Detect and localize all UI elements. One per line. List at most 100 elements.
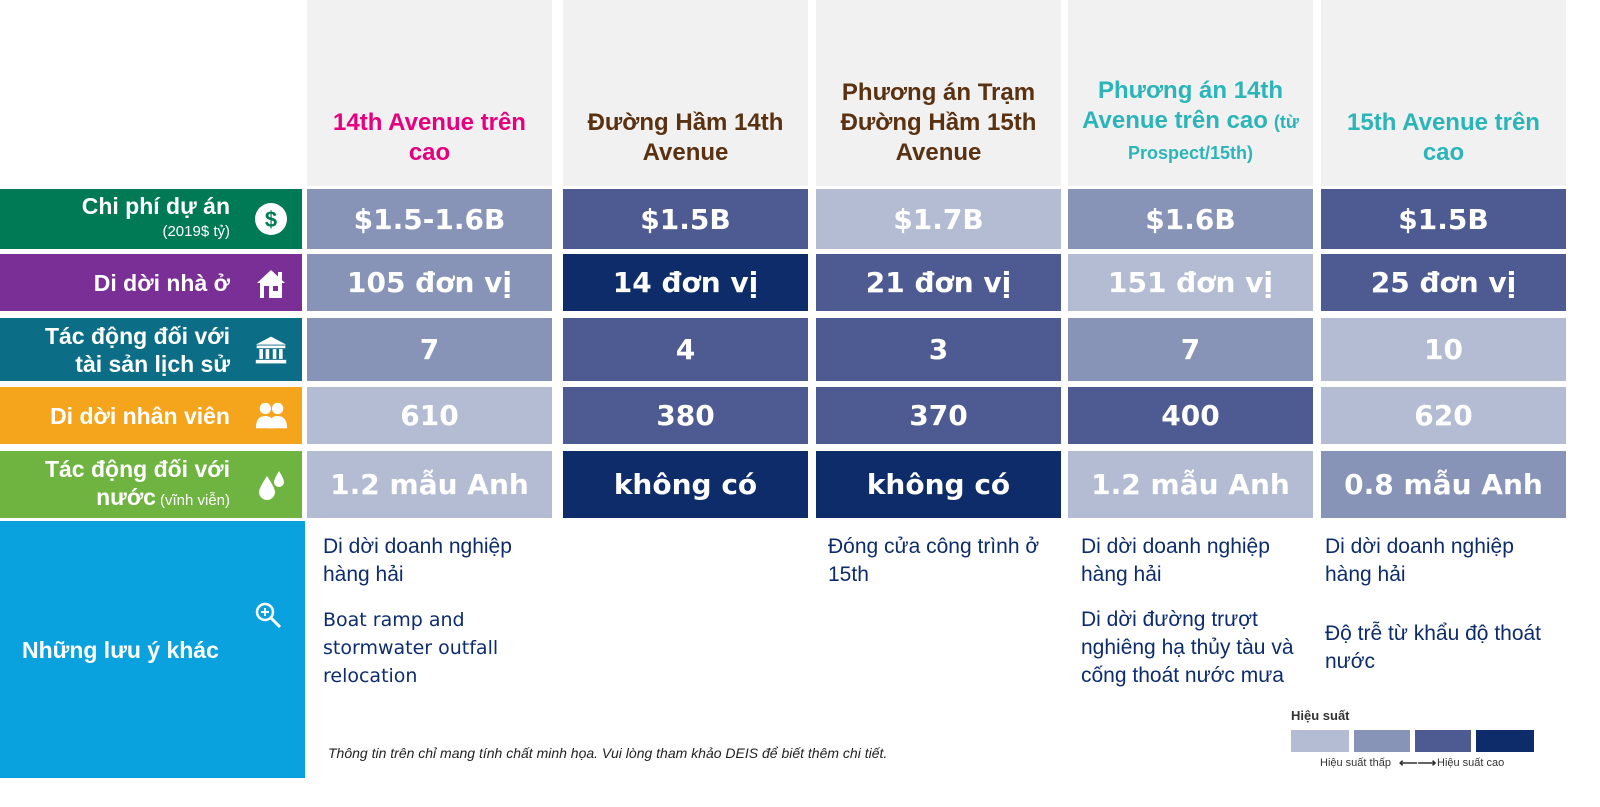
value-text: 7 xyxy=(419,333,440,366)
value-text: 105 đơn vị xyxy=(346,266,512,299)
row-label: Di dời nhà ở xyxy=(0,254,302,311)
column-title: 14th Avenue trên cao xyxy=(307,108,552,168)
row-label: Tác động đối với tài sản lịch sử xyxy=(0,318,302,381)
row-label: Tác động đối với nước (vĩnh viễn) xyxy=(0,451,302,518)
column-title: Đường Hầm 14th Avenue xyxy=(563,108,808,168)
legend-arrow: ⟵⟶ xyxy=(1399,755,1437,770)
value-text: 1.2 mẫu Anh xyxy=(330,468,529,501)
value-text: 4 xyxy=(675,333,696,366)
column-title: 15th Avenue trên cao xyxy=(1321,108,1566,168)
value-text: 21 đơn vị xyxy=(865,266,1012,299)
row-label: Di dời nhân viên xyxy=(0,387,302,444)
row-label-main: Di dời nhân viên xyxy=(50,402,230,429)
row-label-other: Những lưu ý khác xyxy=(0,521,305,778)
value-text: 370 xyxy=(909,399,968,432)
column-title-sub-inline: (từ xyxy=(1273,112,1299,132)
value-text: $1.5B xyxy=(1398,202,1489,236)
value-text: 14 đơn vị xyxy=(612,266,759,299)
value-text: $1.7B xyxy=(893,202,984,236)
value-text: $1.5-1.6B xyxy=(353,202,506,236)
row-label-text: Di dời nhân viên xyxy=(50,402,230,430)
row-label: Chi phí dự án (2019$ tỷ) $ xyxy=(0,189,302,249)
row-label-text: Tác động đối với tài sản lịch sử xyxy=(20,322,230,378)
value-cell: 400 xyxy=(1068,387,1313,444)
column-title-text: Phương án Trạm Đường Hầm 15th Avenue xyxy=(840,79,1037,166)
value-cell: 10 xyxy=(1321,318,1566,381)
column-title-sub: Prospect/15th) xyxy=(1127,143,1254,163)
legend-title: Hiệu suất xyxy=(1291,708,1350,723)
disclaimer-text: Thông tin trên chỉ mang tính chất minh h… xyxy=(328,745,888,761)
column-header: Phương án 14th Avenue trên cao (từ Prospec… xyxy=(1068,0,1313,186)
value-cell: 3 xyxy=(816,318,1061,381)
value-cell: $1.6B xyxy=(1068,189,1313,249)
value-text: không có xyxy=(613,468,758,501)
svg-text:$: $ xyxy=(265,207,277,232)
column-header: 15th Avenue trên cao xyxy=(1321,0,1566,186)
dollar-icon: $ xyxy=(254,202,288,236)
value-cell: 4 xyxy=(563,318,808,381)
value-cell: $1.5B xyxy=(563,189,808,249)
value-text: 25 đơn vị xyxy=(1370,266,1517,299)
value-cell: 380 xyxy=(563,387,808,444)
legend-swatch xyxy=(1354,730,1410,752)
row-label-main: Tác động đối với tài sản lịch sử xyxy=(44,322,230,377)
value-cell: không có xyxy=(816,451,1061,518)
value-text: 151 đơn vị xyxy=(1107,266,1273,299)
value-cell: $1.5-1.6B xyxy=(307,189,552,249)
note-text: Di dời doanh nghiệp hàng hải xyxy=(323,535,512,586)
value-text: 620 xyxy=(1414,399,1473,432)
legend-swatch xyxy=(1291,730,1349,752)
house-icon xyxy=(254,266,288,300)
column-title-text: 15th Avenue trên cao xyxy=(1347,109,1540,166)
row-label-text: Những lưu ý khác xyxy=(22,636,219,663)
column-title-text: Đường Hầm 14th Avenue xyxy=(587,109,784,166)
note-text: Di dời doanh nghiệp hàng hải xyxy=(1325,535,1514,586)
row-label-sub: (vĩnh viễn) xyxy=(159,491,230,509)
row-label-sub: (2019$ tỷ) xyxy=(162,223,230,240)
legend-swatch xyxy=(1476,730,1534,752)
value-text: 380 xyxy=(656,399,715,432)
value-cell: 7 xyxy=(307,318,552,381)
value-text: 3 xyxy=(928,333,949,366)
value-cell: 370 xyxy=(816,387,1061,444)
legend-high-label: Hiệu suất cao xyxy=(1437,757,1505,769)
row-label-main: Chi phí dự án xyxy=(81,193,230,219)
column-header: 14th Avenue trên cao xyxy=(307,0,552,186)
value-text: $1.6B xyxy=(1145,202,1236,236)
column-title: Phương án Trạm Đường Hầm 15th Avenue xyxy=(816,78,1061,168)
column-header: Phương án Trạm Đường Hầm 15th Avenue xyxy=(816,0,1061,186)
value-cell: 25 đơn vị xyxy=(1321,254,1566,311)
value-cell: 7 xyxy=(1068,318,1313,381)
note-text: Đóng cửa công trình ở 15th xyxy=(828,535,1040,586)
column-title-text: Phương án 14th Avenue trên cao xyxy=(1082,77,1284,134)
value-cell: 105 đơn vị xyxy=(307,254,552,311)
row-label-text: Di dời nhà ở xyxy=(94,269,230,297)
magnify-plus-icon xyxy=(251,598,285,632)
value-text: $1.5B xyxy=(640,202,731,236)
value-text: 0.8 mẫu Anh xyxy=(1344,468,1543,501)
note-text: Di dời doanh nghiệp hàng hải xyxy=(1081,535,1270,586)
legend-swatch xyxy=(1415,730,1471,752)
value-text: không có xyxy=(866,468,1011,501)
column-header: Đường Hầm 14th Avenue xyxy=(563,0,808,186)
column-title: Phương án 14th Avenue trên cao (từ Prospec… xyxy=(1068,76,1313,168)
landmark-icon xyxy=(254,333,288,367)
value-cell: 610 xyxy=(307,387,552,444)
value-cell: 1.2 mẫu Anh xyxy=(1068,451,1313,518)
value-text: 1.2 mẫu Anh xyxy=(1091,468,1290,501)
value-cell: 620 xyxy=(1321,387,1566,444)
value-text: 610 xyxy=(400,399,459,432)
value-cell: không có xyxy=(563,451,808,518)
water-drops-icon xyxy=(254,468,288,502)
value-cell: $1.5B xyxy=(1321,189,1566,249)
row-label-text: Tác động đối với nước (vĩnh viễn) xyxy=(0,455,230,515)
value-cell: 0.8 mẫu Anh xyxy=(1321,451,1566,518)
value-text: 10 xyxy=(1424,333,1463,366)
column-title-text: 14th Avenue trên cao xyxy=(333,109,526,166)
row-label-main: Di dời nhà ở xyxy=(93,269,230,296)
value-cell: 14 đơn vị xyxy=(563,254,808,311)
row-label-text: Chi phí dự án (2019$ tỷ) xyxy=(82,195,230,243)
value-cell: 151 đơn vị xyxy=(1068,254,1313,311)
people-icon xyxy=(254,399,288,433)
value-text: 400 xyxy=(1161,399,1220,432)
